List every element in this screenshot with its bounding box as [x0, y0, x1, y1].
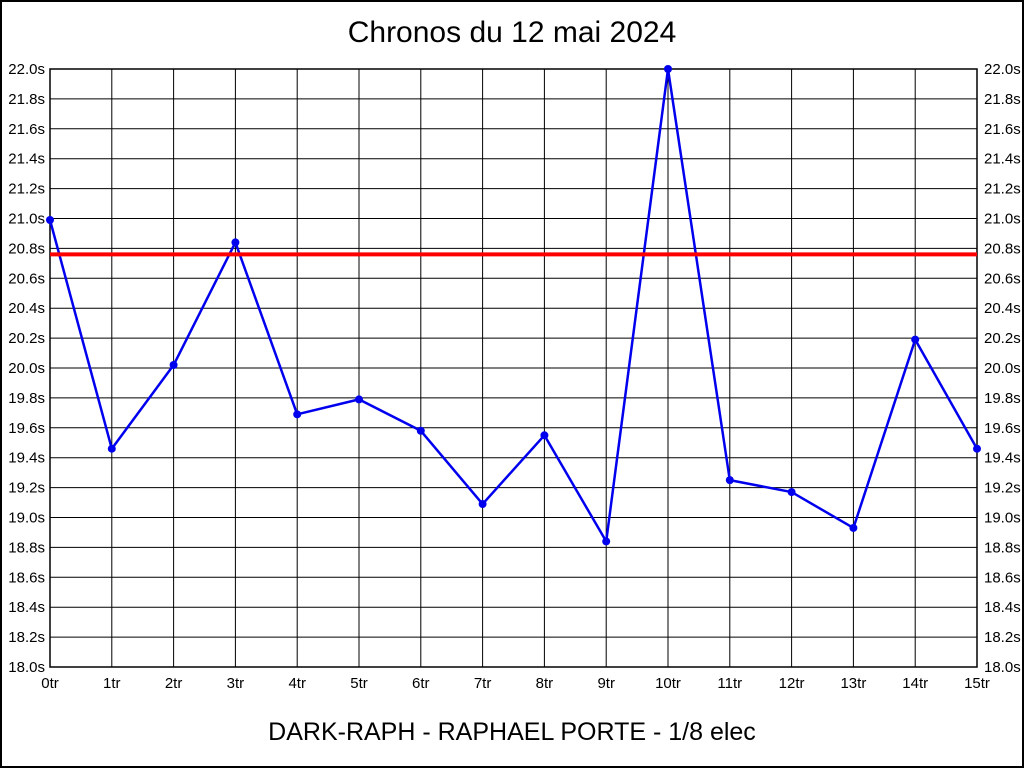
- y-tick-label-right: 21.0s: [984, 211, 1021, 228]
- y-tick-label-right: 21.4s: [984, 151, 1021, 168]
- data-point-marker: [231, 238, 240, 247]
- data-point-marker: [787, 488, 796, 497]
- x-tick-label: 10tr: [655, 675, 681, 692]
- series-line: [48, 67, 979, 543]
- y-tick-label-left: 20.8s: [8, 240, 45, 257]
- plot-border: [49, 68, 978, 668]
- y-tick-label-right: 18.4s: [984, 599, 1021, 616]
- y-tick-label-right: 20.6s: [984, 270, 1021, 287]
- y-tick-label-left: 20.6s: [8, 270, 45, 287]
- data-point-marker: [169, 361, 178, 370]
- x-tick-label: 11tr: [717, 675, 742, 692]
- data-point-marker: [107, 444, 116, 453]
- y-tick-label-left: 20.2s: [8, 330, 45, 347]
- y-tick-label-right: 19.4s: [984, 450, 1021, 467]
- y-tick-label-right: 20.0s: [984, 360, 1021, 377]
- x-tick-label: 9tr: [597, 675, 615, 692]
- y-tick-label-right: 18.0s: [984, 659, 1021, 676]
- chart-title: Chronos du 12 mai 2024: [347, 16, 677, 49]
- y-tick-label-left: 20.4s: [8, 300, 45, 317]
- y-tick-label-left: 19.4s: [8, 450, 45, 467]
- y-tick-label-left: 19.0s: [8, 510, 45, 527]
- x-tick-label: 6tr: [412, 675, 430, 692]
- x-tick-label: 14tr: [902, 675, 928, 692]
- y-tick-label-right: 19.8s: [984, 390, 1021, 407]
- y-tick-label-left: 18.8s: [8, 539, 45, 556]
- y-tick-label-left: 19.6s: [8, 420, 45, 437]
- data-point-marker: [602, 537, 611, 546]
- y-tick-label-left: 18.6s: [8, 569, 45, 586]
- y-tick-label-left: 18.4s: [8, 599, 45, 616]
- x-tick-label: 3tr: [227, 675, 245, 692]
- y-tick-label-left: 19.8s: [8, 390, 45, 407]
- y-tick-label-right: 18.2s: [984, 629, 1021, 646]
- data-point-marker: [725, 476, 734, 485]
- x-tick-label: 13tr: [840, 675, 866, 692]
- y-tick-label-right: 18.6s: [984, 569, 1021, 586]
- y-tick-label-left: 19.2s: [8, 480, 45, 497]
- y-tick-label-left: 21.6s: [8, 121, 45, 138]
- x-tick-label: 0tr: [41, 675, 59, 692]
- y-tick-label-left: 21.8s: [8, 91, 45, 108]
- data-point-marker: [478, 500, 487, 509]
- y-tick-label-right: 20.8s: [984, 240, 1021, 257]
- y-tick-label-right: 18.8s: [984, 539, 1021, 556]
- y-tick-label-right: 20.4s: [984, 300, 1021, 317]
- x-tick-label: 7tr: [474, 675, 492, 692]
- y-tick-label-right: 20.2s: [984, 330, 1021, 347]
- x-tick-label: 1tr: [103, 675, 121, 692]
- data-point-marker: [46, 215, 54, 224]
- x-tick-label: 2tr: [165, 675, 183, 692]
- y-tick-label-left: 18.0s: [8, 659, 45, 676]
- y-tick-label-left: 21.2s: [8, 181, 45, 198]
- y-tick-label-right: 22.0s: [984, 61, 1021, 78]
- y-tick-label-right: 21.8s: [984, 91, 1021, 108]
- x-tick-label: 15tr: [964, 675, 990, 692]
- y-tick-label-left: 18.2s: [8, 629, 45, 646]
- x-tick-label: 12tr: [779, 675, 805, 692]
- y-tick-label-right: 21.6s: [984, 121, 1021, 138]
- data-point-marker: [540, 431, 549, 440]
- y-tick-label-right: 19.2s: [984, 480, 1021, 497]
- data-point-marker: [911, 335, 920, 344]
- y-tick-label-left: 21.0s: [8, 211, 45, 228]
- y-tick-label-right: 21.2s: [984, 181, 1021, 198]
- y-tick-label-left: 22.0s: [8, 61, 45, 78]
- y-tick-label-left: 21.4s: [8, 151, 45, 168]
- data-point-marker: [664, 65, 672, 73]
- y-tick-label-left: 20.0s: [8, 360, 45, 377]
- y-tick-label-right: 19.0s: [984, 510, 1021, 527]
- data-point-marker: [416, 426, 425, 435]
- x-tick-label: 5tr: [350, 675, 368, 692]
- data-point-marker: [973, 444, 981, 453]
- chart-footer-caption: DARK-RAPH - RAPHAEL PORTE - 1/8 elec: [268, 718, 756, 746]
- data-point-marker: [355, 395, 363, 404]
- data-point-marker: [849, 523, 858, 532]
- x-tick-label: 8tr: [536, 675, 554, 692]
- x-tick-label: 4tr: [288, 675, 306, 692]
- data-point-marker: [293, 410, 302, 419]
- y-tick-label-right: 19.6s: [984, 420, 1021, 437]
